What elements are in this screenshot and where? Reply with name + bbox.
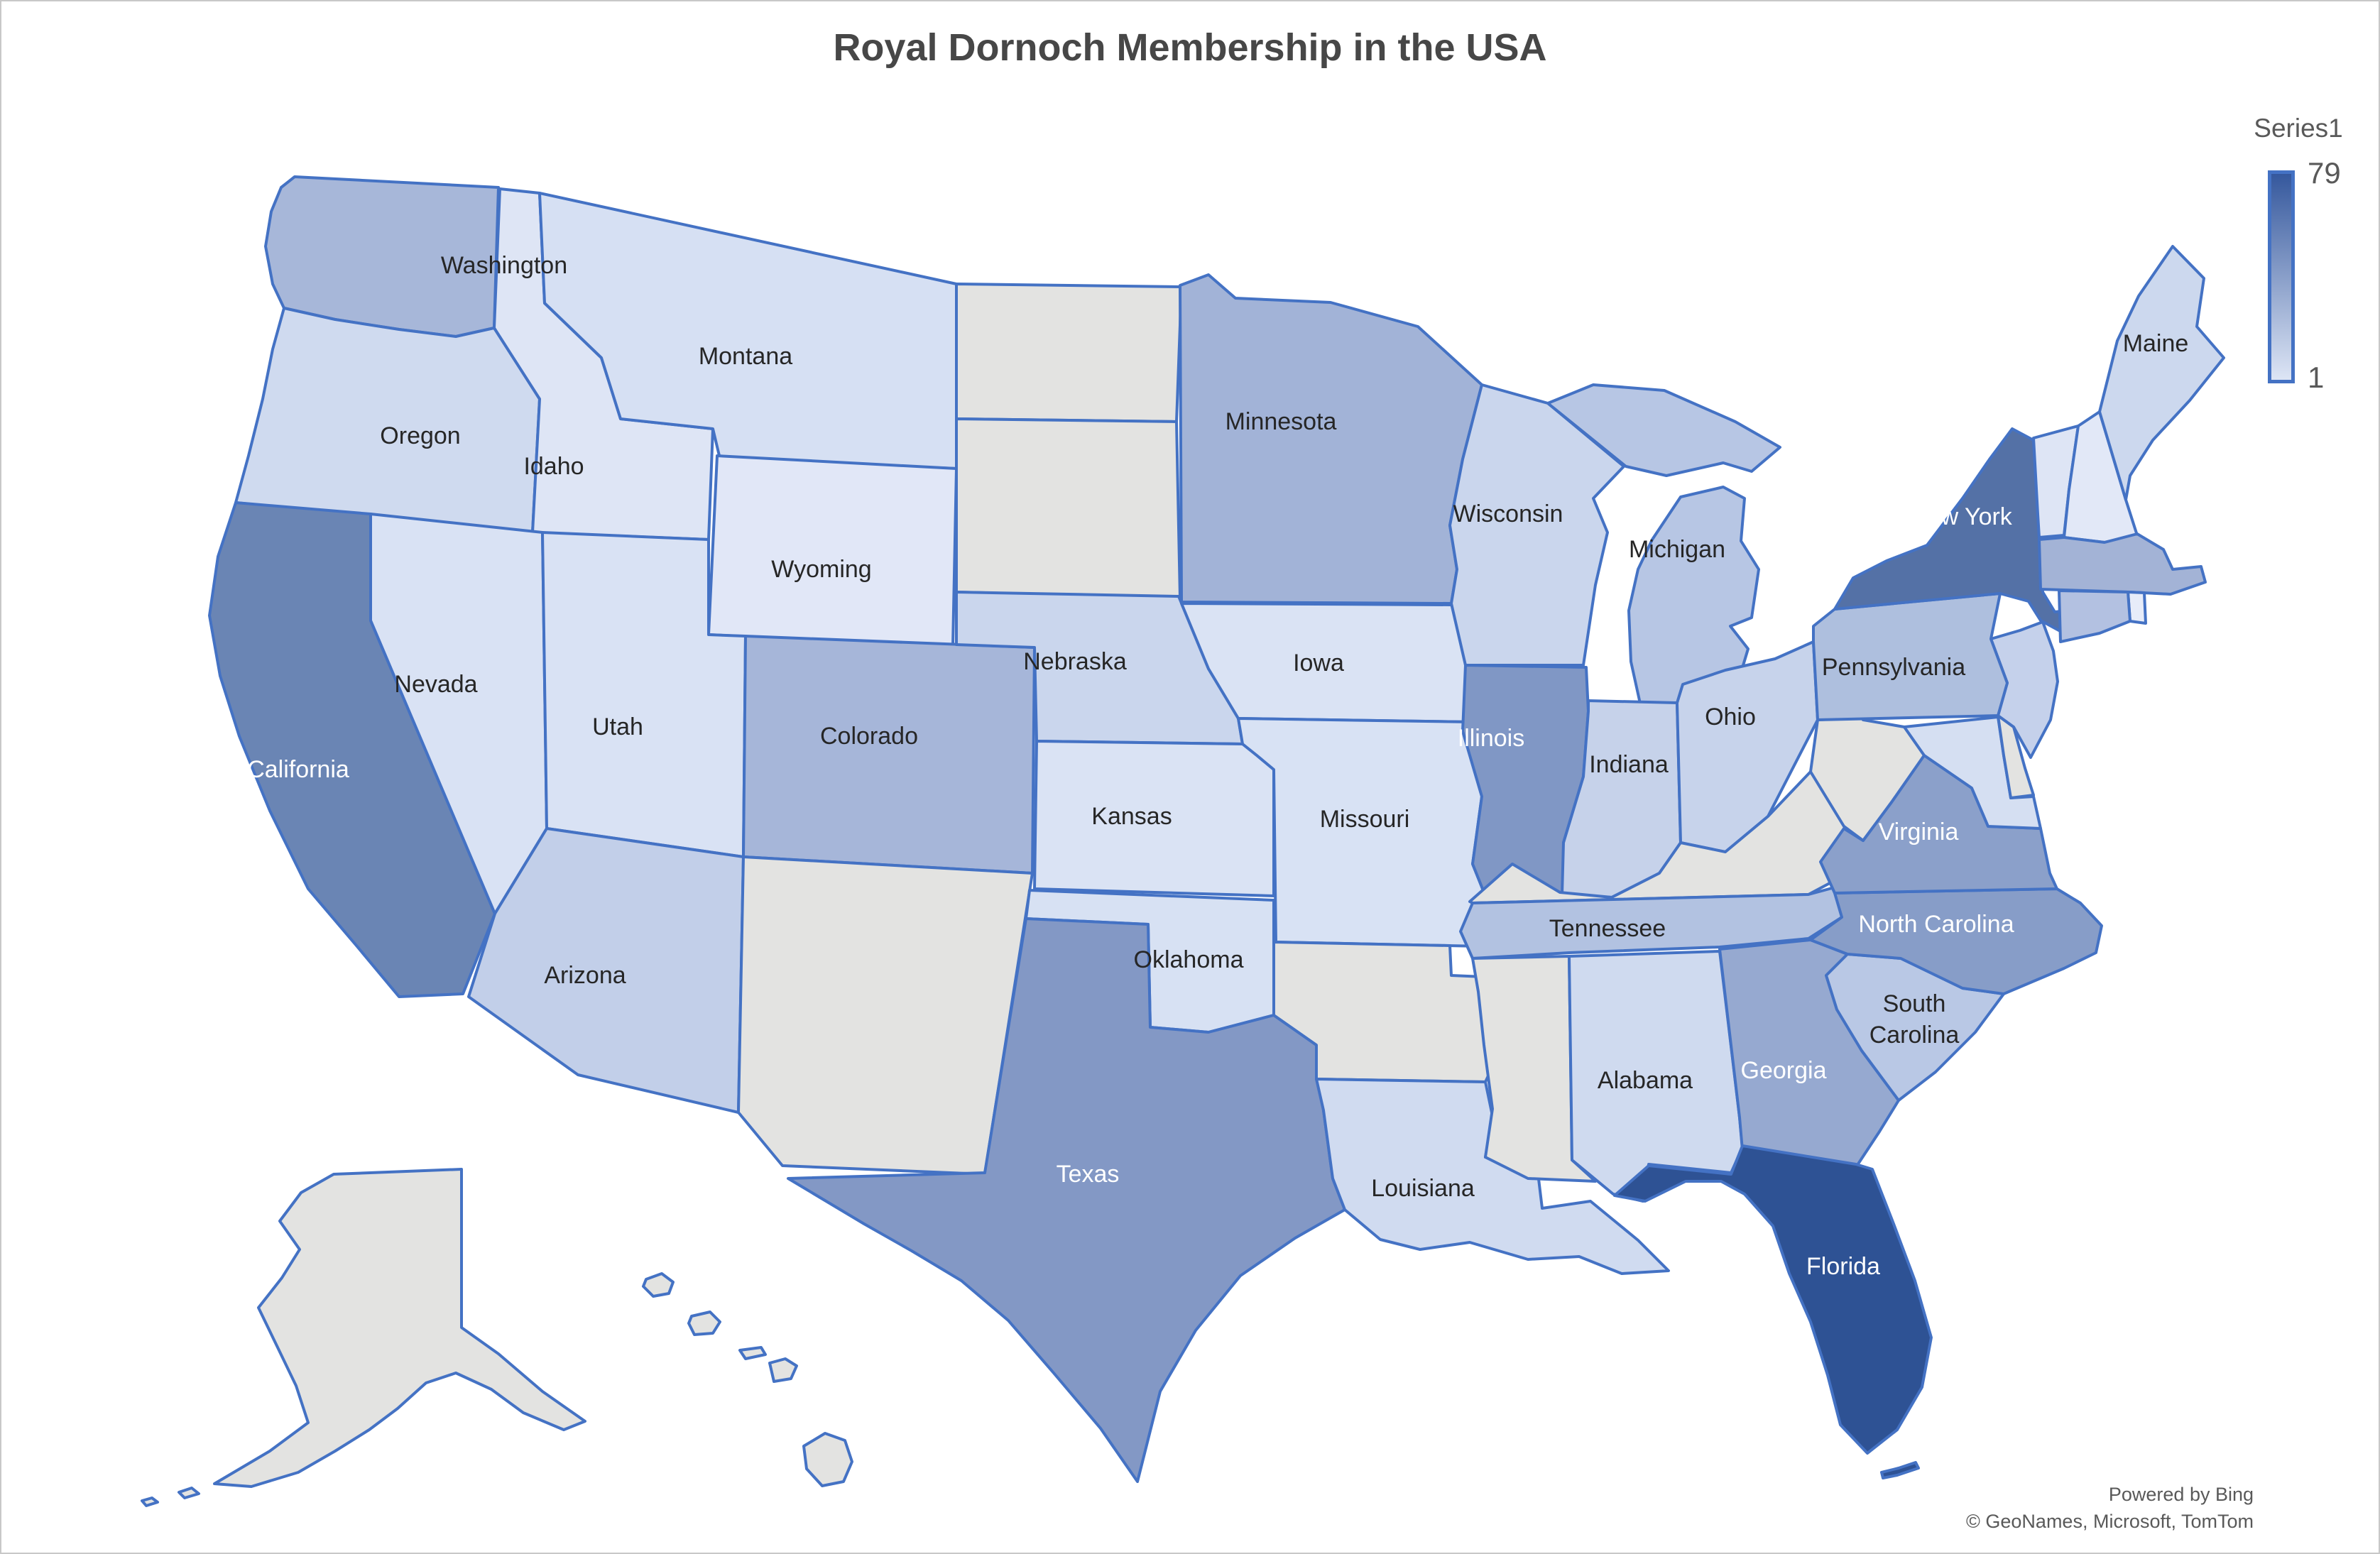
state-colorado[interactable] xyxy=(742,635,1036,875)
state-label-va: Virginia xyxy=(1879,819,1959,846)
map-copyright-label: © GeoNames, Microsoft, TomTom xyxy=(1966,1511,2254,1532)
state-label-co: Colorado xyxy=(820,723,918,750)
state-label-mn: Minnesota xyxy=(1226,408,1337,435)
state-label-wi: Wisconsin xyxy=(1453,500,1563,527)
legend-max-value: 79 xyxy=(2308,156,2341,190)
state-label-mo: Missouri xyxy=(1320,806,1410,833)
legend-series-label: Series1 xyxy=(2254,114,2343,143)
legend-gradient-bar xyxy=(2268,170,2295,383)
state-label-il: Illinois xyxy=(1458,725,1524,752)
state-label-ia: Iowa xyxy=(1293,650,1344,677)
state-label-ga: Georgia xyxy=(1741,1057,1827,1084)
state-maine[interactable] xyxy=(2098,245,2225,501)
state-label-fl: Florida xyxy=(1806,1253,1880,1280)
state-north-dakota[interactable] xyxy=(955,283,1183,423)
state-oregon[interactable] xyxy=(234,307,541,534)
state-massachusetts[interactable] xyxy=(2038,532,2207,596)
states-group xyxy=(141,175,2225,1507)
state-label-nc: North Carolina xyxy=(1858,911,2014,938)
state-label-sc: South xyxy=(1883,990,1946,1017)
state-label-id: Idaho xyxy=(523,453,584,480)
state-michigan[interactable] xyxy=(1546,383,1781,713)
state-label-ut: Utah xyxy=(592,713,643,740)
state-south-dakota[interactable] xyxy=(955,417,1181,599)
state-label-nv: Nevada xyxy=(394,671,477,698)
state-new-mexico[interactable] xyxy=(737,855,1034,1176)
state-label-pa: Pennsylvania xyxy=(1822,654,1965,681)
state-label-az: Arizona xyxy=(544,962,626,989)
powered-by-bing-label: Powered by Bing xyxy=(2108,1484,2254,1505)
state-wyoming[interactable] xyxy=(707,454,958,647)
state-label-ok: Oklahoma xyxy=(1134,946,1244,973)
state-label-ca: California xyxy=(247,756,349,783)
state-label-tn: Tennessee xyxy=(1549,915,1666,942)
state-label-sc: Carolina xyxy=(1869,1022,1960,1049)
state-label-al: Alabama xyxy=(1598,1067,1693,1094)
state-north-carolina[interactable] xyxy=(1809,887,2103,995)
state-label-ks: Kansas xyxy=(1091,803,1172,830)
state-alaska[interactable] xyxy=(141,1168,586,1507)
state-connecticut[interactable] xyxy=(2058,589,2131,643)
state-label-ny: New York xyxy=(1910,503,2013,530)
state-texas[interactable] xyxy=(787,917,1346,1483)
state-label-ne: Nebraska xyxy=(1023,648,1127,675)
state-minnesota[interactable] xyxy=(1179,273,1483,605)
state-label-wa: Washington xyxy=(441,252,567,279)
state-label-oh: Ohio xyxy=(1705,704,1756,731)
state-hawaii[interactable] xyxy=(642,1272,853,1487)
state-label-in: Indiana xyxy=(1589,751,1669,778)
state-label-tx: Texas xyxy=(1057,1161,1120,1188)
state-label-wy: Wyoming xyxy=(771,556,871,583)
state-label-or: Oregon xyxy=(380,422,460,449)
state-label-la: Louisiana xyxy=(1371,1175,1475,1202)
state-label-me: Maine xyxy=(2123,330,2189,357)
state-label-mi: Michigan xyxy=(1629,536,1725,563)
chart-title: Royal Dornoch Membership in the USA xyxy=(833,26,1547,69)
legend-min-value: 1 xyxy=(2308,361,2325,394)
state-label-mt: Montana xyxy=(699,343,792,370)
state-florida[interactable] xyxy=(1613,1144,1933,1479)
state-labels-group: Washington Oregon California Nevada Idaho Mon… xyxy=(247,252,2188,1280)
